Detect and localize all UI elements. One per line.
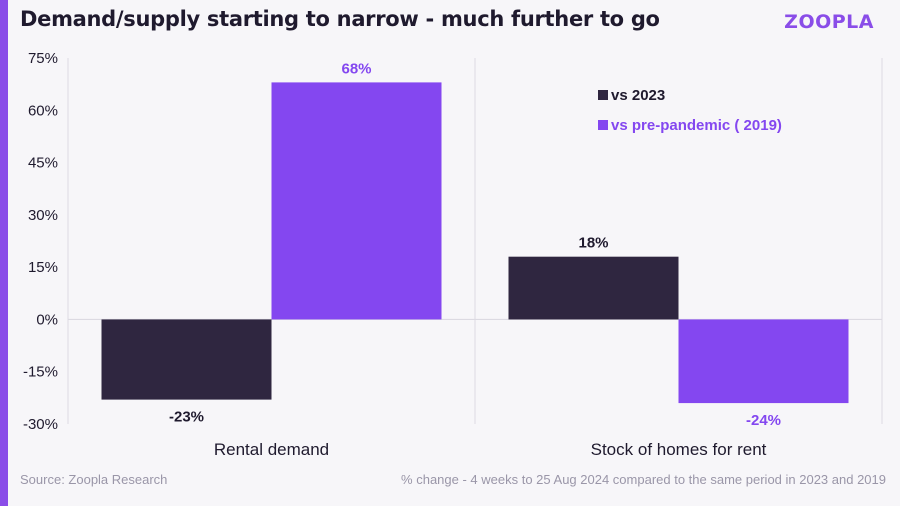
legend-label: vs pre-pandemic ( 2019) [611,117,782,134]
x-tick-label: Rental demand [214,440,329,459]
y-tick-label: 15% [28,259,58,276]
brand-logo: ZOOPLA [784,11,874,33]
y-tick-label: -15% [23,364,58,381]
y-tick-label: 60% [28,102,58,119]
data-label: -23% [169,409,204,426]
x-tick-label: Stock of homes for rent [591,440,767,459]
data-label: -24% [746,412,781,429]
y-tick-label: 45% [28,155,58,172]
y-tick-label: -30% [23,416,58,433]
legend-label: vs 2023 [611,87,665,104]
y-tick-label: 0% [36,311,58,328]
data-label: 68% [341,60,371,77]
data-label: 18% [578,235,608,252]
accent-bar [0,0,8,506]
legend-swatch [598,90,608,100]
bar [271,82,442,320]
chart-title: Demand/supply starting to narrow - much … [20,7,660,31]
source-note: Source: Zoopla Research [20,472,168,487]
y-tick-label: 30% [28,207,58,224]
bar [101,319,272,400]
y-tick-label: 75% [28,50,58,67]
legend-swatch [598,120,608,130]
bar [678,319,849,404]
bar [508,256,679,320]
footnote: % change - 4 weeks to 25 Aug 2024 compar… [401,472,886,487]
